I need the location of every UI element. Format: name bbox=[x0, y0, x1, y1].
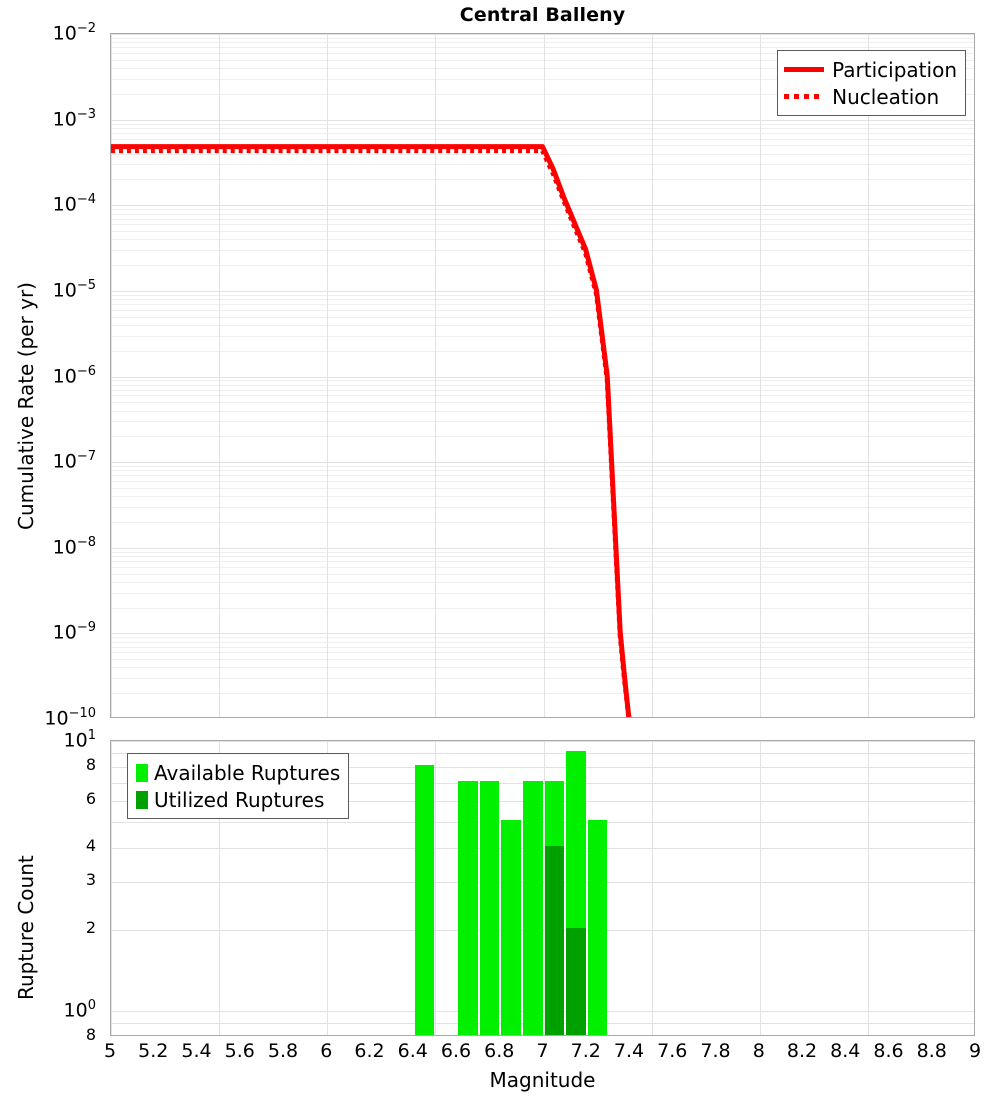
ytick-label: 3 bbox=[85, 870, 96, 890]
xtick-label: 5 bbox=[103, 1040, 117, 1062]
available-rupture-bar bbox=[522, 780, 543, 1035]
xtick-label: 8 bbox=[752, 1040, 765, 1062]
ytick-label: 10−6 bbox=[52, 363, 96, 387]
top-legend: Participation Nucleation bbox=[777, 50, 966, 116]
legend-label-participation: Participation bbox=[832, 57, 957, 82]
rate-curves bbox=[111, 144, 632, 717]
ytick-label: 10−7 bbox=[52, 449, 96, 473]
ytick-label: 10−2 bbox=[52, 21, 96, 45]
bottom-legend: Available Ruptures Utilized Ruptures bbox=[127, 753, 350, 819]
rupture-count-plot: Available Ruptures Utilized Ruptures bbox=[110, 740, 975, 1036]
xtick-label: 6.2 bbox=[354, 1040, 385, 1062]
x-axis-title: Magnitude bbox=[489, 1068, 596, 1092]
ytick-label: 10−10 bbox=[44, 706, 96, 730]
utilized-rupture-bar bbox=[544, 846, 565, 1035]
ytick-label: 10−9 bbox=[52, 620, 96, 644]
legend-label-available-ruptures: Available Ruptures bbox=[154, 760, 341, 785]
legend-item-nucleation: Nucleation bbox=[784, 83, 957, 110]
solid-line-icon bbox=[784, 60, 825, 80]
xtick-label: 6.8 bbox=[484, 1040, 515, 1062]
bottom-plot-ytick-labels: 101 8 6 4 3 2 100 8 bbox=[0, 729, 104, 1043]
xtick-label: 5.4 bbox=[181, 1040, 212, 1062]
xtick-label: 9 bbox=[968, 1040, 982, 1062]
xtick-label: 8.2 bbox=[786, 1040, 818, 1062]
xtick-label: 8.8 bbox=[916, 1040, 947, 1062]
xtick-label: 7.2 bbox=[570, 1040, 601, 1062]
xtick-label: 7.4 bbox=[613, 1040, 645, 1062]
ytick-label: 101 bbox=[63, 728, 96, 752]
ytick-label: 10−8 bbox=[52, 534, 96, 559]
nucleation-curve bbox=[111, 148, 632, 717]
dotted-line-icon bbox=[784, 87, 825, 107]
xtick-label: 8.4 bbox=[830, 1040, 861, 1062]
ytick-label: 4 bbox=[85, 836, 96, 856]
utilized-ruptures-swatch-icon bbox=[136, 790, 148, 809]
ytick-label: 10−3 bbox=[52, 106, 96, 130]
page-title: Central Balleny bbox=[459, 4, 626, 26]
participation-curve bbox=[111, 144, 632, 717]
xtick-labels: 5 5.2 5.4 5.6 5.8 6 6.2 6.4 6.6 6.8 7 7.2 7.4 7.6 7.8 8… bbox=[104, 1040, 981, 1066]
cumulative-rate-plot: Participation Nucleation bbox=[110, 33, 975, 718]
xtick-label: 5.6 bbox=[224, 1040, 255, 1062]
y-axis-title-top: Cumulative Rate (per yr) bbox=[14, 282, 38, 530]
xtick-label: 7 bbox=[536, 1040, 549, 1062]
top-plot-ytick-labels: 10−2 10−3 10−4 10−5 10−6 10−7 10−8 10−9 10−10 bbox=[0, 22, 104, 728]
ytick-label: 10−4 bbox=[52, 192, 96, 216]
ytick-label: 8 bbox=[85, 1025, 96, 1044]
legend-item-participation: Participation bbox=[784, 56, 957, 83]
available-rupture-bar bbox=[479, 780, 500, 1035]
available-rupture-bar bbox=[587, 820, 608, 1035]
xtick-label: 6.6 bbox=[440, 1040, 472, 1062]
xtick-label: 5.8 bbox=[267, 1040, 299, 1062]
ytick-label: 6 bbox=[85, 788, 96, 808]
xtick-label: 7.8 bbox=[700, 1040, 731, 1062]
ytick-label: 100 bbox=[63, 997, 96, 1022]
xtick-label: 5.2 bbox=[138, 1040, 169, 1062]
available-rupture-bar bbox=[501, 820, 521, 1035]
legend-item-available-ruptures: Available Ruptures bbox=[134, 759, 340, 786]
xtick-label: 6.4 bbox=[397, 1040, 428, 1062]
ytick-label: 2 bbox=[85, 917, 96, 937]
legend-label-nucleation: Nucleation bbox=[832, 84, 940, 109]
xtick-label: 6 bbox=[320, 1040, 333, 1062]
xtick-label: 7.6 bbox=[657, 1040, 688, 1062]
xtick-label: 8.6 bbox=[873, 1040, 904, 1062]
utilized-rupture-bar bbox=[566, 927, 586, 1035]
legend-item-utilized-ruptures: Utilized Ruptures bbox=[134, 786, 340, 813]
y-axis-title-bottom: Rupture Count bbox=[14, 855, 38, 1000]
available-rupture-bar bbox=[414, 765, 435, 1035]
ytick-label: 10−5 bbox=[52, 277, 96, 302]
available-ruptures-swatch-icon bbox=[136, 763, 148, 782]
ytick-label: 8 bbox=[85, 755, 96, 775]
legend-label-utilized-ruptures: Utilized Ruptures bbox=[154, 787, 325, 812]
available-rupture-bar bbox=[458, 780, 478, 1035]
